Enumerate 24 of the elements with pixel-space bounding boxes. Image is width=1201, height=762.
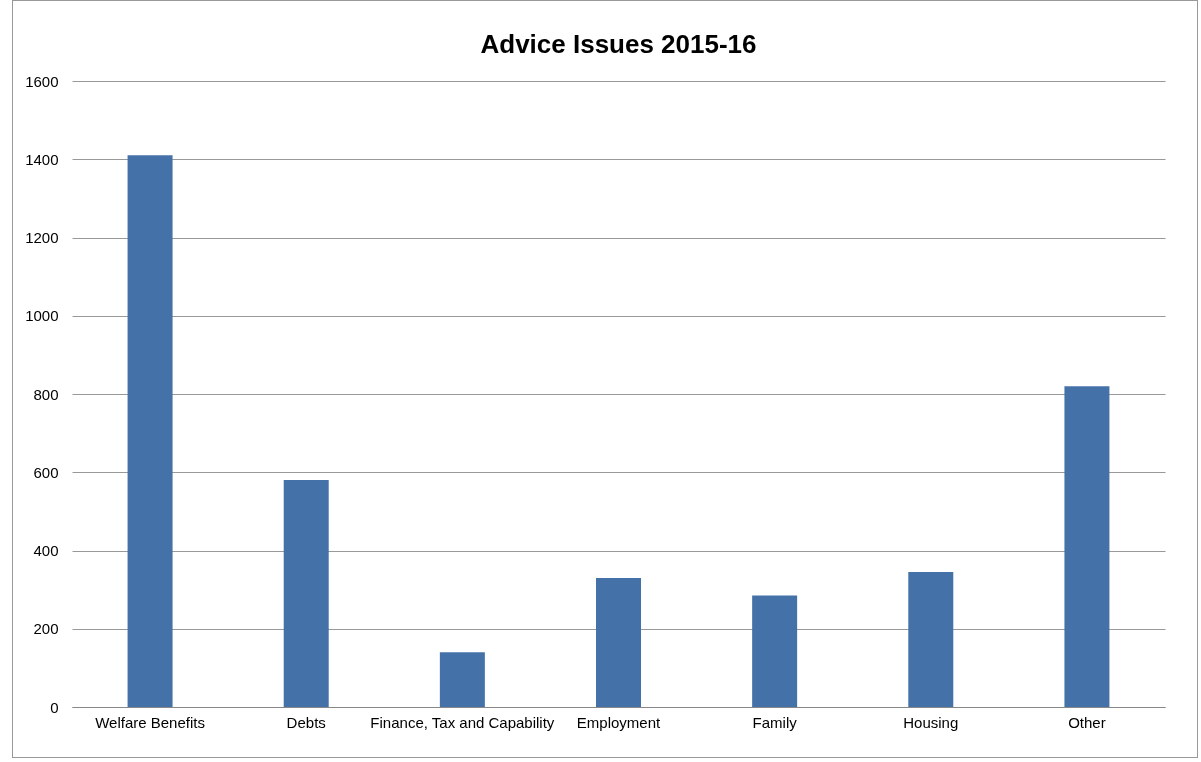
y-tick-label: 200 (33, 620, 59, 638)
bar (596, 577, 641, 707)
x-tick-label: Finance, Tax and Capability (370, 713, 555, 731)
chart-title: Advice Issues 2015-16 (480, 29, 757, 59)
bar (127, 155, 173, 707)
x-tick-label: Family (752, 713, 798, 731)
bar (752, 595, 798, 707)
y-tick-label: 1400 (25, 150, 59, 168)
y-tick-label: 400 (33, 542, 59, 559)
x-tick-label: Employment (576, 713, 662, 731)
y-tick-label: 800 (33, 385, 59, 403)
bar (439, 652, 485, 707)
y-tick-label: 1000 (25, 307, 59, 325)
y-tick-label: 1200 (25, 229, 59, 246)
y-tick-label: 1600 (25, 72, 59, 90)
x-tick-label: Housing (903, 713, 959, 731)
bar (1064, 386, 1110, 707)
bar (283, 480, 329, 707)
y-tick-label: 0 (50, 698, 59, 716)
x-tick-label: Welfare Benefits (95, 713, 205, 731)
x-tick-label: Debts (286, 713, 326, 731)
x-tick-label: Other (1068, 713, 1106, 731)
bar (908, 572, 954, 707)
y-tick-label: 600 (33, 463, 59, 481)
